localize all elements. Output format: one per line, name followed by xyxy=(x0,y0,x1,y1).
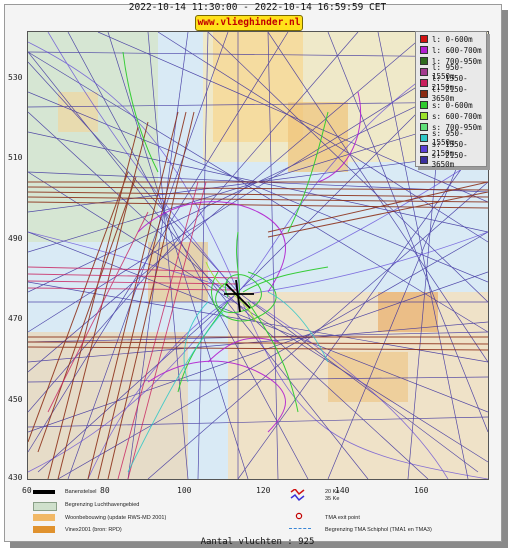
key-noise-35: 35 Ke xyxy=(325,496,340,502)
y-tick-510: 510 xyxy=(8,153,23,162)
legend-item: l: 2150-3650m xyxy=(420,85,486,103)
track-layer-brown xyxy=(28,111,488,479)
legend-label: s: 700-950m xyxy=(432,122,482,132)
key-housing: Woonbebouwing (update RWS-MD 2001) xyxy=(65,515,167,521)
legend-item: s: 700-950m xyxy=(420,122,482,132)
legend-swatch xyxy=(420,57,428,65)
legend-label: s: 950-1550m xyxy=(431,129,464,147)
y-tick-430: 430 xyxy=(8,473,23,482)
built-area-3 xyxy=(148,242,208,302)
track-layer-blue xyxy=(28,32,488,479)
x-tick-80: 80 xyxy=(100,486,110,495)
x-tick-60: 60 xyxy=(22,486,32,495)
legend-swatch xyxy=(420,101,428,109)
legend-swatch xyxy=(420,90,428,98)
runway-system xyxy=(224,279,254,313)
legend-item: s: 0-600m xyxy=(420,100,473,110)
noise-contour-icon xyxy=(290,489,305,502)
track-layer-green xyxy=(122,51,329,413)
legend-swatch xyxy=(420,134,428,142)
legend-swatch xyxy=(420,79,428,87)
legend-swatch xyxy=(420,35,428,43)
legend-label: s: 0-600m xyxy=(432,100,473,110)
key-noise-20: 20 Ke xyxy=(325,489,340,495)
legend-item: s: 2150-3650m xyxy=(420,151,486,169)
legend-label: l: 700-950m xyxy=(432,56,482,66)
legend-swatch xyxy=(420,123,428,131)
built-area-6 xyxy=(58,92,98,132)
legend-label: s: 600-700m xyxy=(432,111,482,121)
track-layer-purple xyxy=(28,32,488,479)
y-tick-530: 530 xyxy=(8,73,23,82)
legend-item: l: 600-700m xyxy=(420,45,482,55)
legend-swatch xyxy=(420,156,428,164)
track-layer-cyan xyxy=(127,291,329,473)
altitude-legend: l: 0-600m l: 600-700m l: 700-950m l: 950… xyxy=(415,31,487,169)
legend-item: l: 1550-2150m xyxy=(420,74,486,92)
key-tma-boundary: Begrenzing TMA Schiphol (TMA1 en TMA3) xyxy=(325,527,432,533)
legend-label: s: 2150-3650m xyxy=(431,151,468,169)
track-layer-red xyxy=(28,181,239,479)
x-tick-160: 160 xyxy=(414,486,429,495)
built-area-5 xyxy=(378,292,438,332)
legend-label: l: 1550-2150m xyxy=(431,74,468,92)
airport-boundary-swatch xyxy=(33,502,57,511)
x-tick-120: 120 xyxy=(256,486,271,495)
legend-label: s: 1550-2150m xyxy=(431,140,468,158)
key-tma-exit: TMA exit point xyxy=(325,515,360,521)
legend-swatch xyxy=(420,145,428,153)
legend-label: l: 2150-3650m xyxy=(431,85,468,103)
legend-label: l: 950-1550m xyxy=(431,63,464,81)
track-layer-lime xyxy=(205,261,257,323)
legend-item: l: 950-1550m xyxy=(420,63,486,81)
legend-item: s: 950-1550m xyxy=(420,129,486,147)
legend-item: s: 1550-2150m xyxy=(420,140,486,158)
legend-swatch xyxy=(420,46,428,54)
map-key: Banenstelsel Begrenzing Luchthavengebied… xyxy=(27,486,487,536)
built-area-4 xyxy=(328,352,408,402)
x-tick-140: 140 xyxy=(335,486,350,495)
y-tick-470: 470 xyxy=(8,314,23,323)
legend-swatch xyxy=(420,112,428,120)
legend-label: l: 0-600m xyxy=(432,34,473,44)
key-airport-boundary: Begrenzing Luchthavengebied xyxy=(65,502,140,508)
legend-swatch xyxy=(420,68,428,76)
legend-label: l: 600-700m xyxy=(432,45,482,55)
legend-item: s: 600-700m xyxy=(420,111,482,121)
time-range-title: 2022-10-14 11:30:00 - 2022-10-14 16:59:5… xyxy=(128,2,387,13)
key-vinex: Vinex2001 (bron: RPD) xyxy=(65,527,122,533)
flight-count: Aantal vluchten : 925 xyxy=(200,537,315,547)
key-runway: Banenstelsel xyxy=(65,489,97,495)
y-tick-490: 490 xyxy=(8,234,23,243)
runway-swatch xyxy=(33,490,55,494)
vinex-swatch xyxy=(33,526,55,533)
legend-item: l: 700-950m xyxy=(420,56,482,66)
site-badge[interactable]: www.vlieghinder.nl xyxy=(195,15,303,31)
tma-exit-point-icon xyxy=(295,512,303,520)
x-tick-100: 100 xyxy=(177,486,192,495)
housing-swatch xyxy=(33,514,55,521)
y-tick-450: 450 xyxy=(8,395,23,404)
track-layer-local xyxy=(137,91,362,433)
tma-boundary-swatch xyxy=(289,528,311,529)
land-area-sw xyxy=(28,332,188,479)
legend-item: l: 0-600m xyxy=(420,34,473,44)
